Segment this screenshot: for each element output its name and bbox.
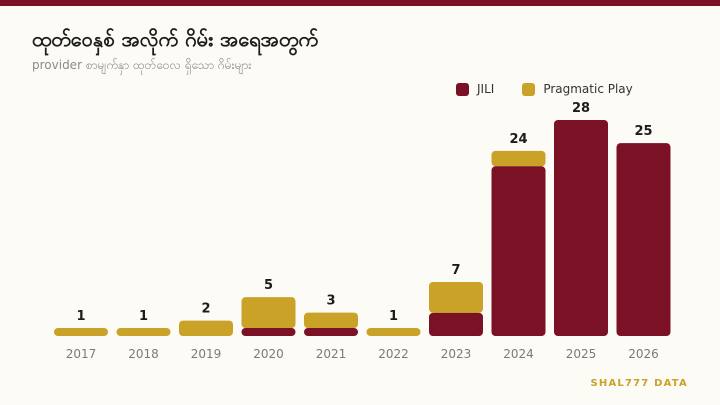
bar-segment-pragmatic-play-2020 — [241, 297, 296, 328]
bar-segment-jili-2020 — [241, 328, 296, 336]
bar-segment-pragmatic-play-2022 — [366, 328, 421, 336]
data-label-2018: 1 — [139, 309, 148, 324]
data-label-2022: 1 — [389, 309, 398, 324]
data-label-2020: 5 — [264, 278, 273, 293]
data-label-2017: 1 — [76, 309, 85, 324]
x-tick-label-2020: 2020 — [253, 347, 284, 361]
top-accent-bar — [0, 0, 720, 6]
x-tick-label-2018: 2018 — [128, 347, 159, 361]
bar-segment-jili-2021 — [304, 328, 358, 336]
data-label-2023: 7 — [451, 263, 460, 278]
chart-subtitle: provider စာမျက်နှာ ထုတ်ဝေလ ရှိသော ဂိမ်းမ… — [32, 58, 252, 72]
bar-segment-jili-2026 — [616, 143, 671, 336]
bar-segment-jili-2025 — [554, 120, 608, 336]
x-tick-label-2021: 2021 — [316, 347, 347, 361]
bar-segment-pragmatic-play-2023 — [429, 282, 483, 313]
bar-segment-pragmatic-play-2018 — [116, 328, 171, 336]
x-tick-label-2022: 2022 — [378, 347, 409, 361]
bar-segment-jili-2023 — [429, 312, 483, 336]
chart-title: ထုတ်ဝေနှစ် အလိုက် ဂိမ်း အရေအတွက် — [32, 27, 319, 51]
legend-item-jili: JILI — [456, 82, 494, 96]
legend-label-pragmatic: Pragmatic Play — [543, 82, 633, 96]
data-label-2024: 24 — [509, 132, 527, 147]
bar-segment-jili-2024 — [491, 166, 546, 336]
legend-item-pragmatic: Pragmatic Play — [522, 82, 633, 96]
bar-segment-pragmatic-play-2017 — [54, 328, 108, 336]
legend-swatch-pragmatic — [522, 82, 536, 96]
data-label-2025: 28 — [572, 101, 590, 116]
brand-watermark: SHAL777 DATA — [590, 378, 688, 389]
data-label-2019: 2 — [201, 302, 210, 317]
data-label-2026: 25 — [634, 124, 652, 139]
x-tick-label-2026: 2026 — [628, 347, 659, 361]
bar-segment-pragmatic-play-2021 — [304, 312, 358, 328]
x-tick-label-2025: 2025 — [566, 347, 597, 361]
x-tick-label-2023: 2023 — [441, 347, 472, 361]
legend-swatch-jili — [456, 82, 469, 96]
x-tick-label-2017: 2017 — [66, 347, 97, 361]
bar-segment-pragmatic-play-2019 — [179, 320, 233, 336]
legend-label-jili: JILI — [477, 82, 495, 96]
x-tick-label-2024: 2024 — [503, 347, 534, 361]
x-tick-label-2019: 2019 — [191, 347, 222, 361]
legend: JILI Pragmatic Play — [456, 82, 661, 96]
bar-segment-pragmatic-play-2024 — [491, 150, 546, 167]
data-label-2021: 3 — [326, 294, 335, 309]
